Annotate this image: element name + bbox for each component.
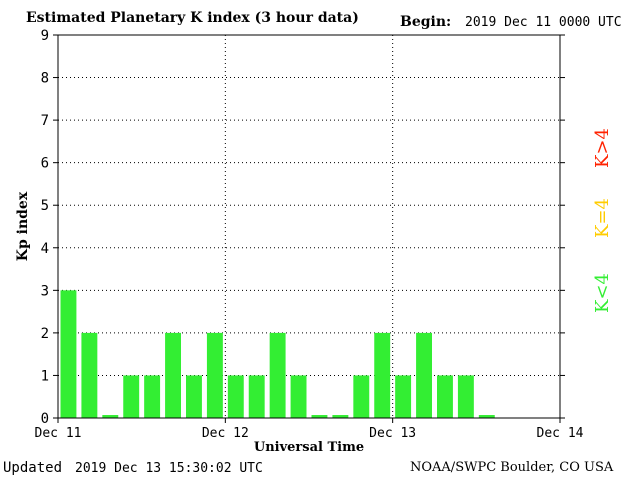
x-tick-label: Dec 13 <box>369 426 416 441</box>
kp-bar <box>437 375 453 418</box>
y-tick-label: 2 <box>41 326 49 342</box>
y-tick-label: 9 <box>41 28 49 44</box>
kp-bar <box>332 415 349 418</box>
x-tick-label: Dec 12 <box>202 426 249 441</box>
y-tick-label: 4 <box>41 241 49 257</box>
kp-bar <box>290 375 307 418</box>
kp-bar <box>186 375 202 418</box>
kp-bar <box>374 332 391 418</box>
legend-item: K<4 <box>592 273 613 313</box>
y-tick-label: 0 <box>41 411 49 427</box>
x-axis-label: Universal Time <box>254 440 364 455</box>
y-tick-label: 6 <box>41 156 49 172</box>
begin-value: 2019 Dec 11 0000 UTC <box>465 15 622 30</box>
chart-title: Estimated Planetary K index (3 hour data… <box>26 10 359 26</box>
kp-bar <box>248 375 265 418</box>
kp-bar <box>353 375 370 418</box>
kp-bar <box>457 375 474 418</box>
x-tick-label: Dec 14 <box>537 426 584 441</box>
legend-item: K=4 <box>592 198 613 238</box>
kp-bar <box>227 375 244 418</box>
kp-bar <box>269 332 286 418</box>
y-axis-label: Kp index <box>15 191 31 261</box>
kp-bar <box>206 332 223 418</box>
y-tick-label: 3 <box>41 283 49 299</box>
kp-bar <box>123 375 140 418</box>
y-tick-label: 8 <box>41 71 49 87</box>
legend-item: K>4 <box>592 128 613 168</box>
kp-bar <box>144 375 161 418</box>
begin-label: Begin: <box>400 14 452 30</box>
y-tick-label: 5 <box>41 198 49 214</box>
kp-bar <box>395 375 412 418</box>
kp-bar <box>416 332 432 418</box>
kp-bar <box>311 415 328 418</box>
plot-frame <box>57 34 561 419</box>
source-credit: NOAA/SWPC Boulder, CO USA <box>410 460 614 475</box>
y-tick-label: 1 <box>41 368 49 384</box>
x-tick-label: Dec 11 <box>35 426 82 441</box>
y-tick-label: 7 <box>41 113 49 129</box>
kp-bar <box>478 415 495 418</box>
updated-value: 2019 Dec 13 15:30:02 UTC <box>75 461 263 476</box>
kp-bar <box>81 332 98 418</box>
kp-bar <box>165 332 181 418</box>
updated-label: Updated <box>3 460 63 476</box>
kp-bar <box>102 415 119 418</box>
kp-bar <box>60 290 77 418</box>
